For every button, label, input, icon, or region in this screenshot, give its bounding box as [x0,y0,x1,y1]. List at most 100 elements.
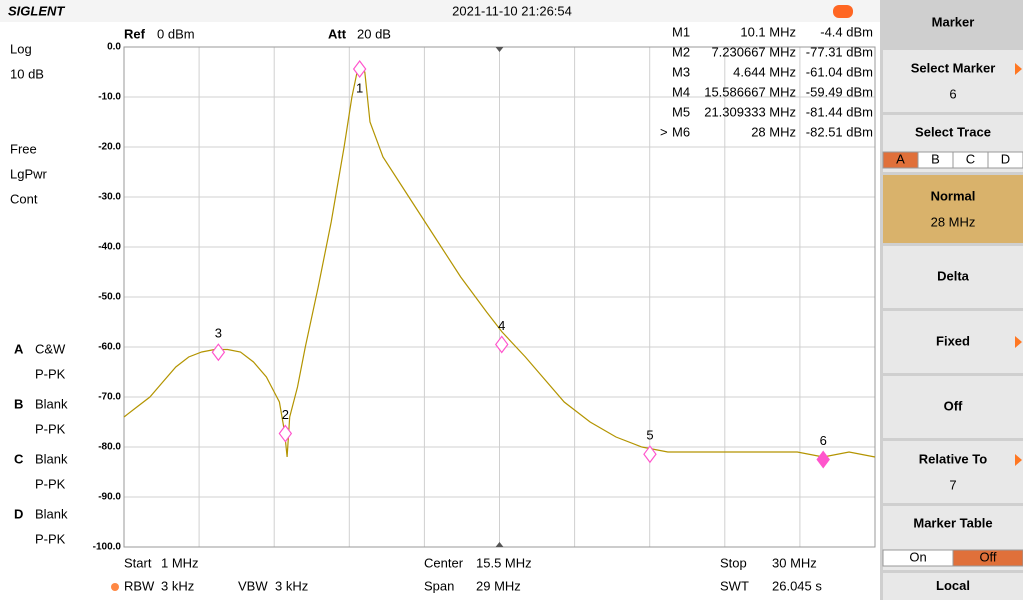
ref-label: Ref [124,26,146,41]
marker-freq: 4.644 MHz [733,64,796,79]
bottom-value: 30 MHz [772,555,817,570]
menu-button[interactable] [883,376,1023,438]
menu-label: Local [936,578,970,593]
marker-label: 5 [646,428,653,443]
marker-amp: -77.31 dBm [806,44,873,59]
y-tick-label: -80.0 [98,442,121,453]
marker-freq: 10.1 MHz [740,24,796,39]
marker-name: M4 [672,84,690,99]
marker-diamond [211,343,226,362]
ref-value: 0 dBm [157,26,195,41]
bottom-label: Start [124,555,152,570]
marker-amp: -81.44 dBm [806,104,873,119]
menu-option[interactable] [987,151,1023,169]
menu-option-label: Off [979,549,996,564]
trace-id: D [14,506,23,521]
menu-option-label: C [966,151,975,166]
trace-mode: C&W [35,341,66,356]
bottom-label: Span [424,578,454,593]
marker-diamond [643,445,657,464]
att-label: Att [328,26,347,41]
trace-detector: P-PK [35,421,66,436]
marker-amp: -82.51 dBm [806,124,873,139]
menu-button[interactable] [883,441,1023,503]
y-tick-label: -30.0 [98,192,121,203]
y-tick-label: -60.0 [98,342,121,353]
menu-value: 28 MHz [931,214,976,229]
marker-freq: 28 MHz [751,124,796,139]
menu-option-label: B [931,151,940,166]
marker-freq: 15.586667 MHz [704,84,796,99]
menu-arrow [1015,454,1022,466]
marker-name: M5 [672,104,690,119]
marker-freq: 21.309333 MHz [704,104,796,119]
y-tick-label: -90.0 [98,492,121,503]
marker-name: M6 [672,124,690,139]
menu-label: Select Trace [915,124,991,139]
marker-label: 6 [820,433,827,448]
y-tick-label: -40.0 [98,242,121,253]
y-tick-label: -20.0 [98,142,121,153]
menu-label: Relative To [919,451,987,466]
trace-mode: Blank [35,396,68,411]
menu-option-label: D [1001,151,1010,166]
y-tick-label: -100.0 [93,542,122,553]
marker-name: M1 [672,24,690,39]
trace-mode: Blank [35,451,68,466]
bottom-label: Center [424,555,464,570]
top-bar [0,0,880,22]
menu-option[interactable] [952,549,1023,567]
marker-diamond [816,450,830,469]
marker-name: M2 [672,44,690,59]
menu-value: 7 [949,477,956,492]
menu-button[interactable] [883,311,1023,373]
left-label: LgPwr [10,166,48,181]
menu-arrow [1015,336,1022,348]
left-label: Log [10,41,32,56]
menu-option-label: A [896,151,905,166]
menu-label: Marker Table [913,515,992,530]
rbw-indicator [111,583,119,591]
menu-button[interactable] [883,246,1023,308]
menu-button[interactable] [883,50,1023,112]
bottom-value: 26.045 s [772,578,822,593]
menu-button[interactable] [883,573,1023,600]
marker-label: 4 [498,318,505,333]
bottom-value: 1 MHz [161,555,199,570]
menu-button[interactable] [883,175,1023,243]
bottom-label: VBW [238,578,268,593]
marker-amp: -4.4 dBm [820,24,873,39]
bottom-value: 3 kHz [161,578,194,593]
bottom-value: 29 MHz [476,578,521,593]
y-tick-label: -50.0 [98,292,121,303]
menu-label: Off [944,398,963,413]
bottom-label: Stop [720,555,747,570]
trace-mode: Blank [35,506,68,521]
menu-label: Normal [931,188,976,203]
marker-diamond [352,60,367,78]
menu-option-label: On [909,549,926,564]
menu-label: Select Marker [911,60,996,75]
marker-name: M3 [672,64,690,79]
marker-diamond [278,424,293,443]
menu-arrow [1015,63,1022,75]
menu-label: Fixed [936,333,970,348]
trace-id: C [14,451,24,466]
trace-detector: P-PK [35,366,66,381]
marker-amp: -61.04 dBm [806,64,873,79]
left-label: 10 dB [10,66,44,81]
menu-label: Delta [937,268,970,283]
marker-label: 1 [356,80,363,95]
marker-label: 2 [282,407,289,422]
marker-amp: -59.49 dBm [806,84,873,99]
trace-detector: P-PK [35,531,66,546]
brand: SIGLENT [8,3,65,18]
y-tick-label: -70.0 [98,392,121,403]
att-value: 20 dB [357,26,391,41]
marker-pointer: > [660,124,668,139]
marker-diamond [494,335,509,354]
y-tick-label: 0.0 [107,42,121,53]
status-icon [833,5,853,18]
trace-id: A [14,341,24,356]
